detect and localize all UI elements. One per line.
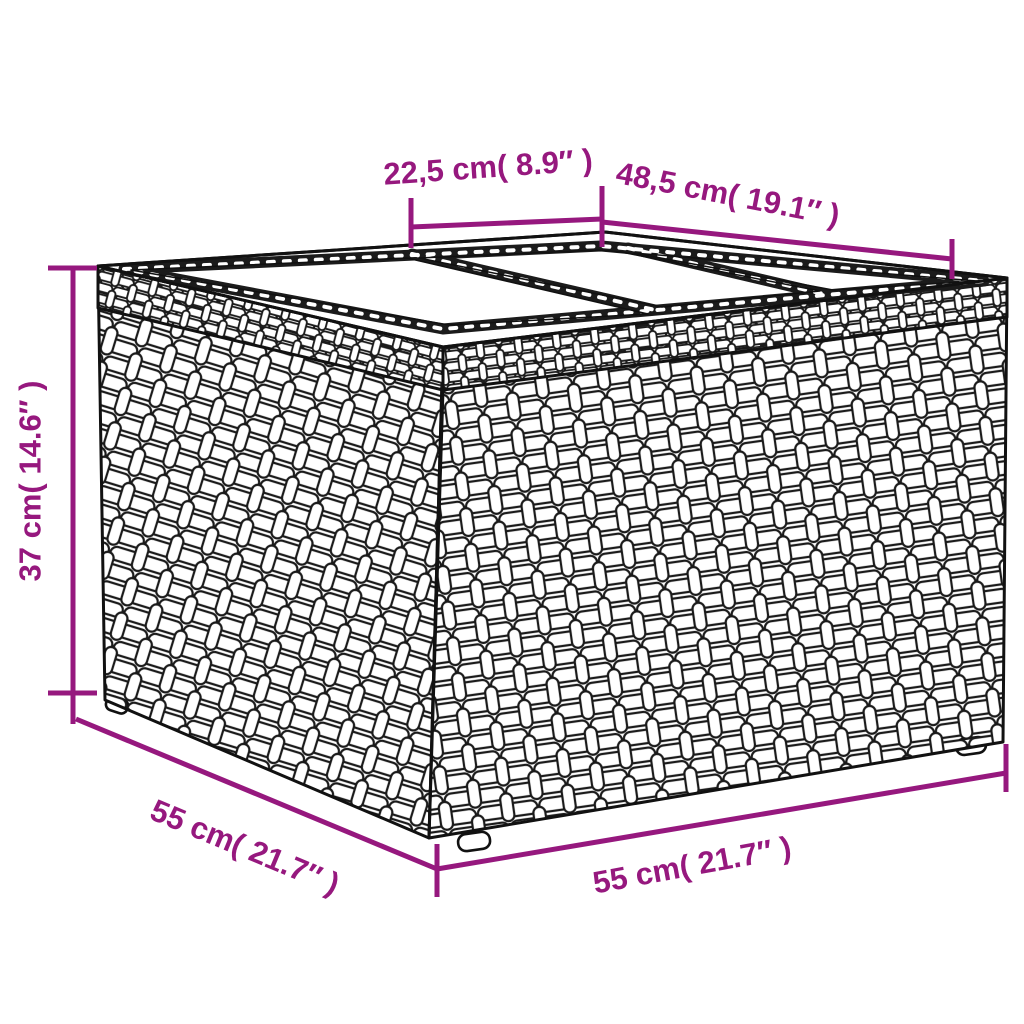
dimension-height: 37 cm( 14.6″ ) <box>13 265 97 696</box>
depth-dimension-label: 55 cm( 21.7″ ) <box>145 792 344 901</box>
top-right-dimension-line <box>601 219 953 262</box>
glass-panel-right <box>633 252 978 291</box>
glass-divider-1-highlight <box>410 252 657 312</box>
top-left-dimension-line <box>410 216 603 230</box>
width-dimension-line <box>436 770 1007 872</box>
top-right-dimension-label: 48,5 cm( 19.1″ ) <box>613 155 842 233</box>
glass-panel-middle <box>418 249 821 308</box>
foot-front <box>456 830 492 853</box>
front-corner-edge <box>427 389 445 839</box>
dimension-top-left: 22,5 cm( 8.9″ ) <box>382 142 605 248</box>
table-top <box>96 230 1009 349</box>
height-dimension-label: 37 cm( 14.6″ ) <box>13 381 48 582</box>
depth-dimension-line <box>75 716 438 872</box>
table-illustration <box>96 230 1009 853</box>
glass-panel-left <box>130 257 649 326</box>
top-left-dimension-label: 22,5 cm( 8.9″ ) <box>382 142 594 192</box>
top-outer-edge <box>96 230 1009 349</box>
